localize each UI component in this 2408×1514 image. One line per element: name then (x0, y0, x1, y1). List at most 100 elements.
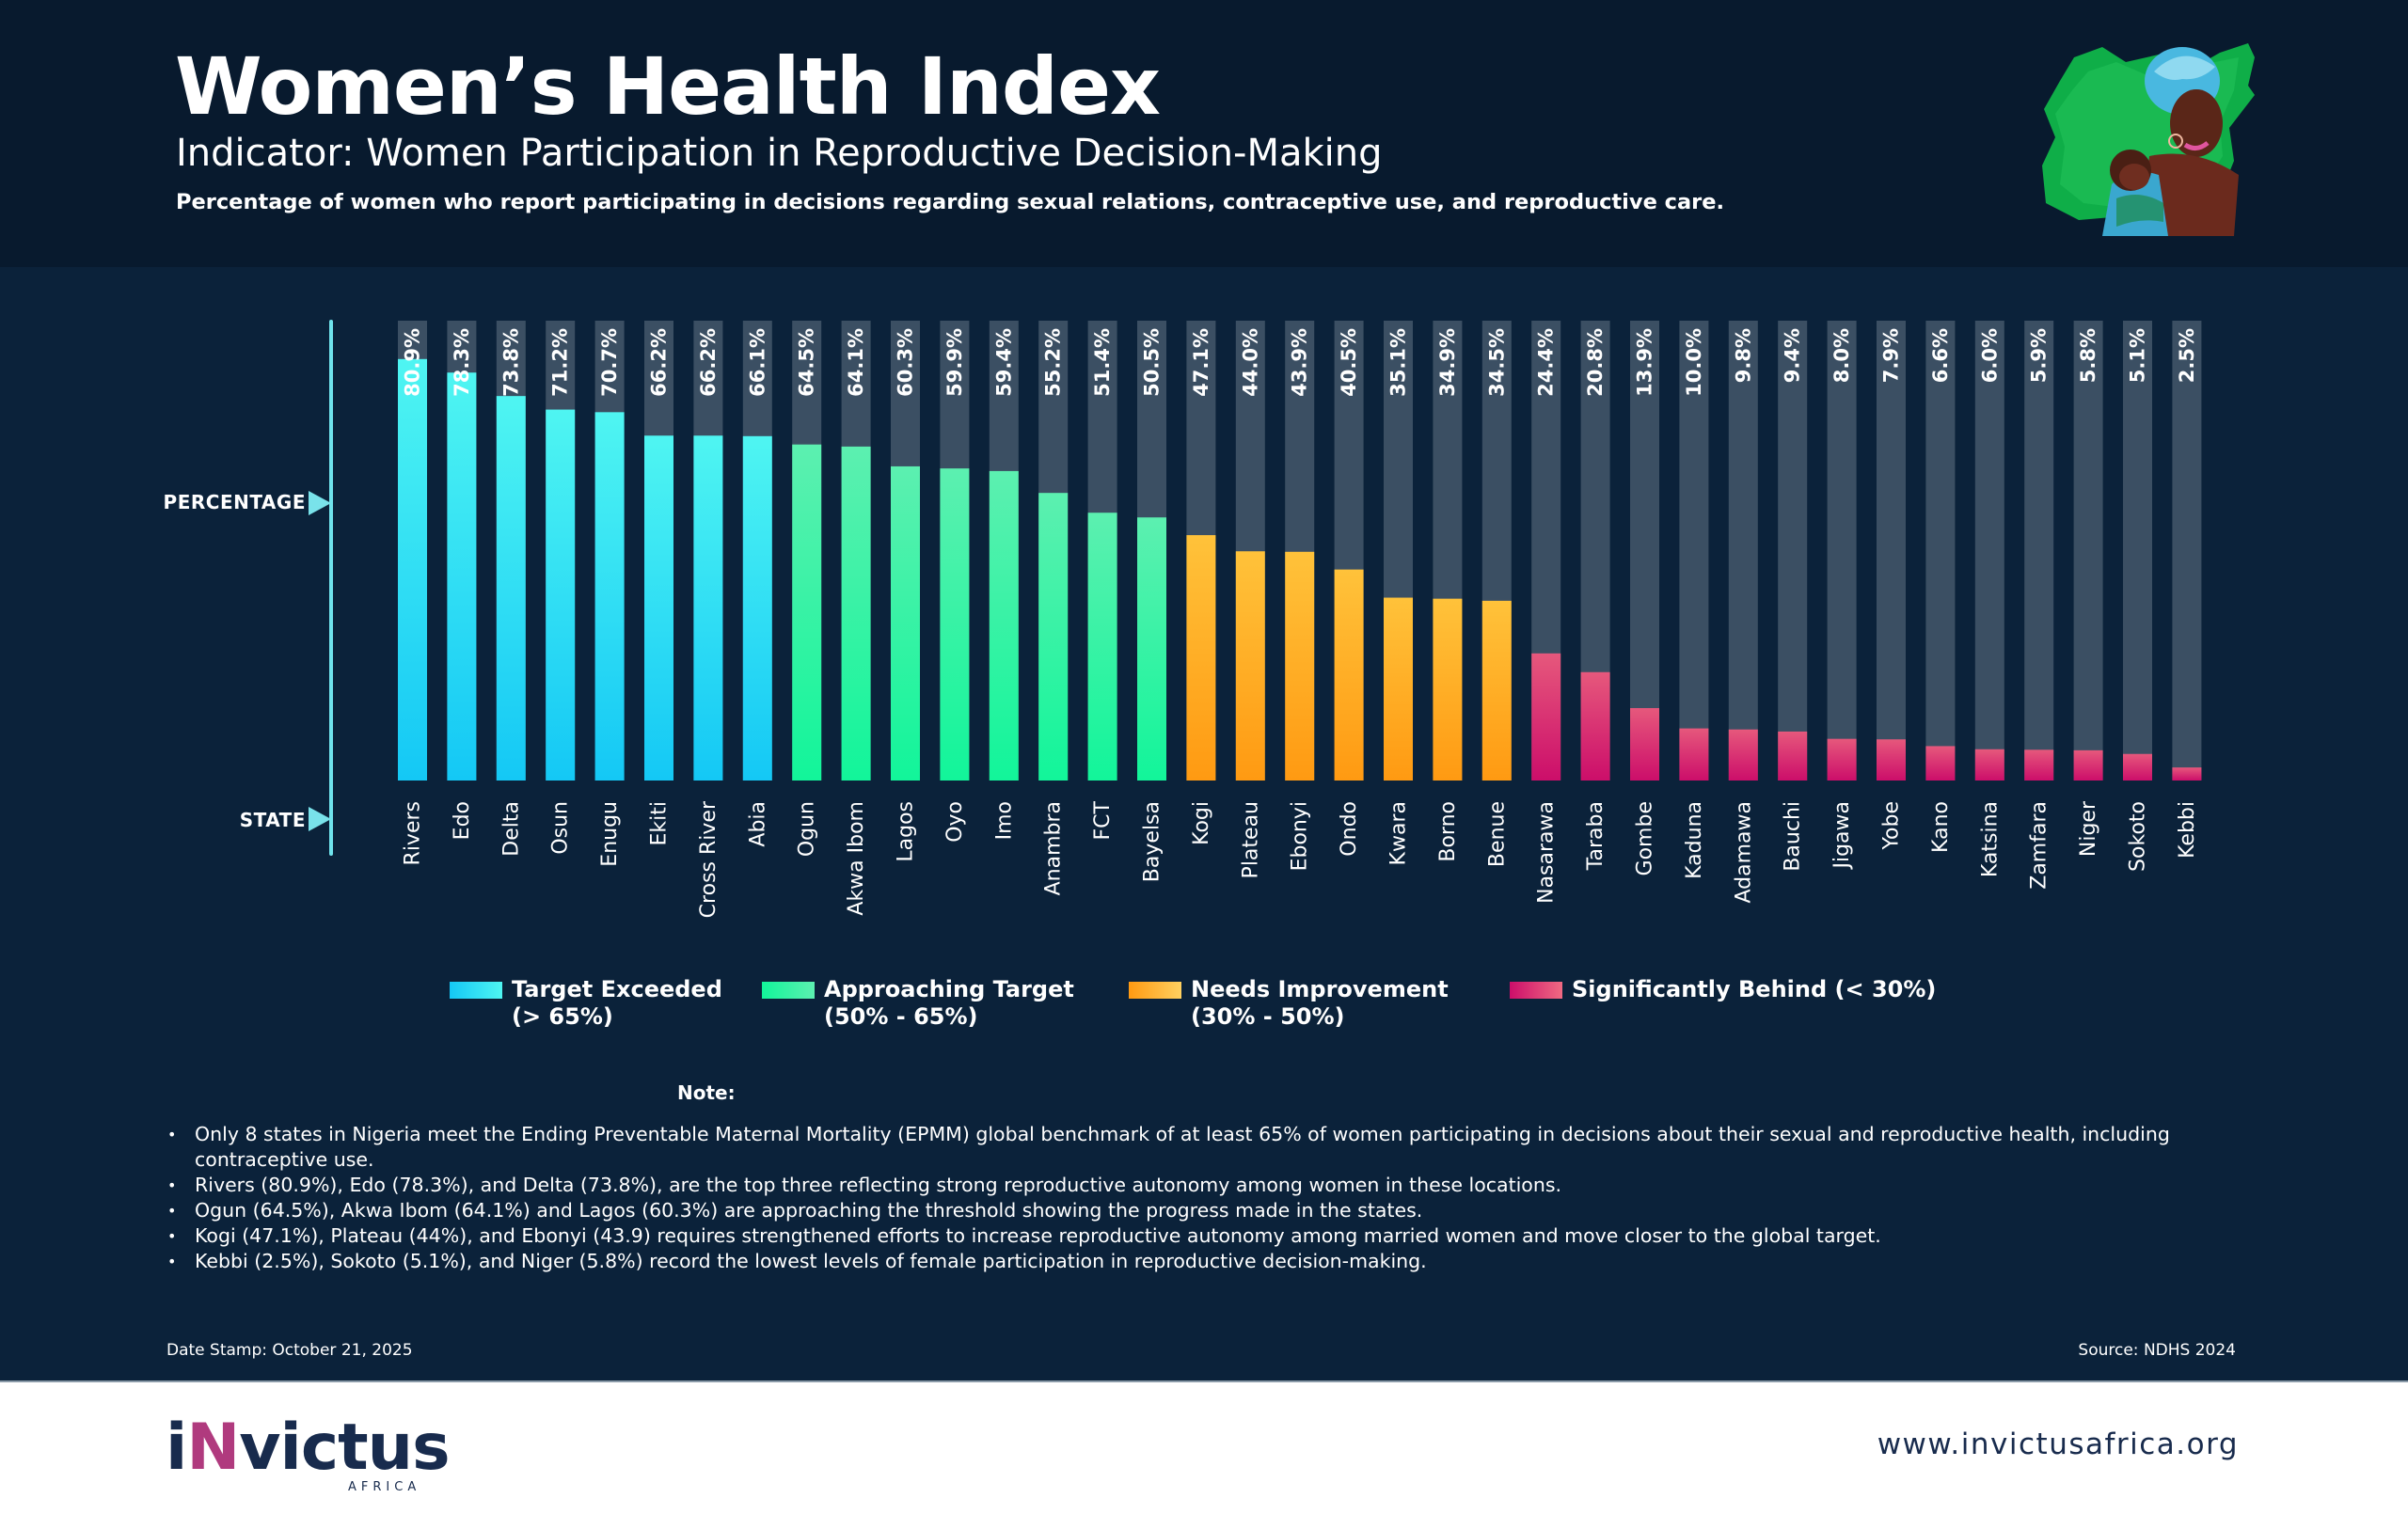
state-label: Plateau (1239, 801, 1262, 878)
bar-taraba (1580, 671, 1610, 781)
bar-track (1679, 321, 1709, 781)
state-label: Sokoto (2127, 801, 2150, 872)
value-label: 5.1% (2127, 328, 2149, 383)
legend-item-significantly-behind: Significantly Behind (< 30%) (1510, 976, 1936, 1003)
note-item: Ogun (64.5%), Akwa Ibom (64.1%) and Lago… (167, 1198, 2256, 1223)
bar-imo (989, 470, 1019, 781)
subtitle: Percentage of women who report participa… (176, 190, 1725, 214)
invictus-logo[interactable]: iNvictus AFRICA (166, 1411, 451, 1495)
bar-rivers (398, 358, 427, 781)
bar-cross-river (693, 435, 723, 781)
bar-osun (546, 409, 576, 781)
bar-yobe (1877, 739, 1906, 781)
state-label: Lagos (895, 801, 918, 862)
value-label: 60.3% (895, 328, 917, 397)
state-label: Rivers (402, 801, 425, 865)
state-arrow-icon (309, 807, 331, 831)
note-item: Kebbi (2.5%), Sokoto (5.1%), and Niger (… (167, 1249, 2256, 1274)
state-label: Jigawa (1830, 801, 1854, 871)
value-label: 80.9% (402, 328, 424, 397)
legend-range: (30% - 50%) (1191, 1003, 1345, 1030)
value-label: 5.8% (2077, 328, 2099, 383)
value-label: 43.9% (1289, 328, 1311, 397)
bar-track (1778, 321, 1808, 781)
website-link[interactable]: www.invictusafrica.org (1877, 1427, 2239, 1461)
legend-range: (50% - 65%) (824, 1003, 978, 1030)
bar-track (2123, 321, 2152, 781)
bar-track (1974, 321, 2004, 781)
note-item: Rivers (80.9%), Edo (78.3%), and Delta (… (167, 1173, 2256, 1198)
logo-rest: victus (239, 1411, 450, 1485)
nigeria-map-mother-child-illustration (2042, 43, 2255, 236)
value-label: 34.9% (1436, 328, 1459, 397)
value-label: 51.4% (1091, 328, 1114, 397)
bar-niger (2073, 749, 2103, 781)
state-label: Ogun (796, 801, 819, 857)
note-item: Only 8 states in Nigeria meet the Ending… (167, 1122, 2256, 1173)
bar-track (2024, 321, 2054, 781)
state-label: Bauchi (1782, 801, 1805, 872)
bar-track (1827, 321, 1857, 781)
footer: iNvictus AFRICA www.invictusafrica.org (0, 1380, 2408, 1514)
bar-track (2073, 321, 2103, 781)
value-label: 44.0% (1239, 328, 1261, 397)
state-label: Gombe (1634, 801, 1657, 875)
state-label: Kaduna (1683, 801, 1706, 879)
bar-kano (1925, 746, 1956, 781)
value-label: 40.5% (1338, 328, 1360, 397)
state-label: Edo (451, 801, 474, 840)
state-label: Katsina (1978, 801, 2002, 877)
bar-ogun (792, 444, 822, 781)
bar-track (1630, 321, 1659, 781)
bar-bayelsa (1137, 517, 1166, 781)
state-label: Taraba (1584, 801, 1608, 871)
value-label: 8.0% (1830, 328, 1853, 383)
bar-enugu (594, 412, 625, 781)
state-label: Adamawa (1732, 801, 1755, 904)
state-label: Abia (746, 801, 769, 847)
bar-borno (1433, 598, 1463, 781)
date-stamp: Date Stamp: October 21, 2025 (166, 1341, 413, 1360)
bar-plateau (1235, 551, 1265, 781)
value-label: 73.8% (499, 328, 522, 397)
legend-item-needs-improvement: Needs Improvement (30% - 50%) (1129, 976, 1449, 1031)
bar-zamfara (2024, 749, 2054, 781)
legend-swatch-target-exceeded (450, 982, 502, 999)
value-label: 7.9% (1880, 328, 1903, 383)
legend-label: Significantly Behind (< 30%) (1572, 976, 1937, 1002)
value-label: 5.9% (2028, 328, 2051, 383)
state-label: Ondo (1338, 801, 1361, 857)
bar-chart: 80.9% Rivers 78.3% Edo 73.8% Delta 71.2% Osun 70… (398, 321, 2202, 918)
state-label: Kano (1929, 801, 1953, 853)
bar-benue (1481, 600, 1512, 781)
percentage-arrow-icon (309, 491, 331, 515)
value-label: 47.1% (1190, 328, 1212, 397)
axis-line (329, 320, 333, 856)
bar-track (2172, 321, 2202, 781)
state-label: Anambra (1042, 801, 1066, 895)
value-label: 64.1% (845, 328, 867, 397)
value-label: 64.5% (796, 328, 818, 397)
note-item: Kogi (47.1%), Plateau (44%), and Ebonyi … (167, 1223, 2256, 1249)
value-label: 20.8% (1584, 328, 1607, 397)
value-label: 34.5% (1485, 328, 1508, 397)
logo-prefix: i (166, 1411, 187, 1485)
legend-swatch-needs-improvement (1129, 982, 1181, 999)
value-label: 6.0% (1978, 328, 2001, 383)
state-label: Nasarawa (1535, 801, 1559, 904)
bar-ebonyi (1285, 551, 1315, 781)
legend-label: Needs Improvement (1191, 976, 1449, 1002)
x-axis-label: STATE (239, 809, 306, 831)
state-label: Ekiti (648, 801, 672, 846)
value-label: 70.7% (598, 328, 621, 397)
state-label: Delta (499, 801, 523, 857)
state-label: Niger (2077, 800, 2100, 857)
bar-track (1728, 321, 1758, 781)
bar-ondo (1334, 569, 1364, 781)
value-label: 24.4% (1535, 328, 1558, 397)
value-label: 71.2% (549, 328, 572, 397)
value-label: 10.0% (1683, 328, 1705, 397)
header: Women’s Health Index Indicator: Women Pa… (0, 0, 2408, 267)
bar-akwa-ibom (841, 446, 871, 781)
bar-abia (742, 435, 772, 781)
